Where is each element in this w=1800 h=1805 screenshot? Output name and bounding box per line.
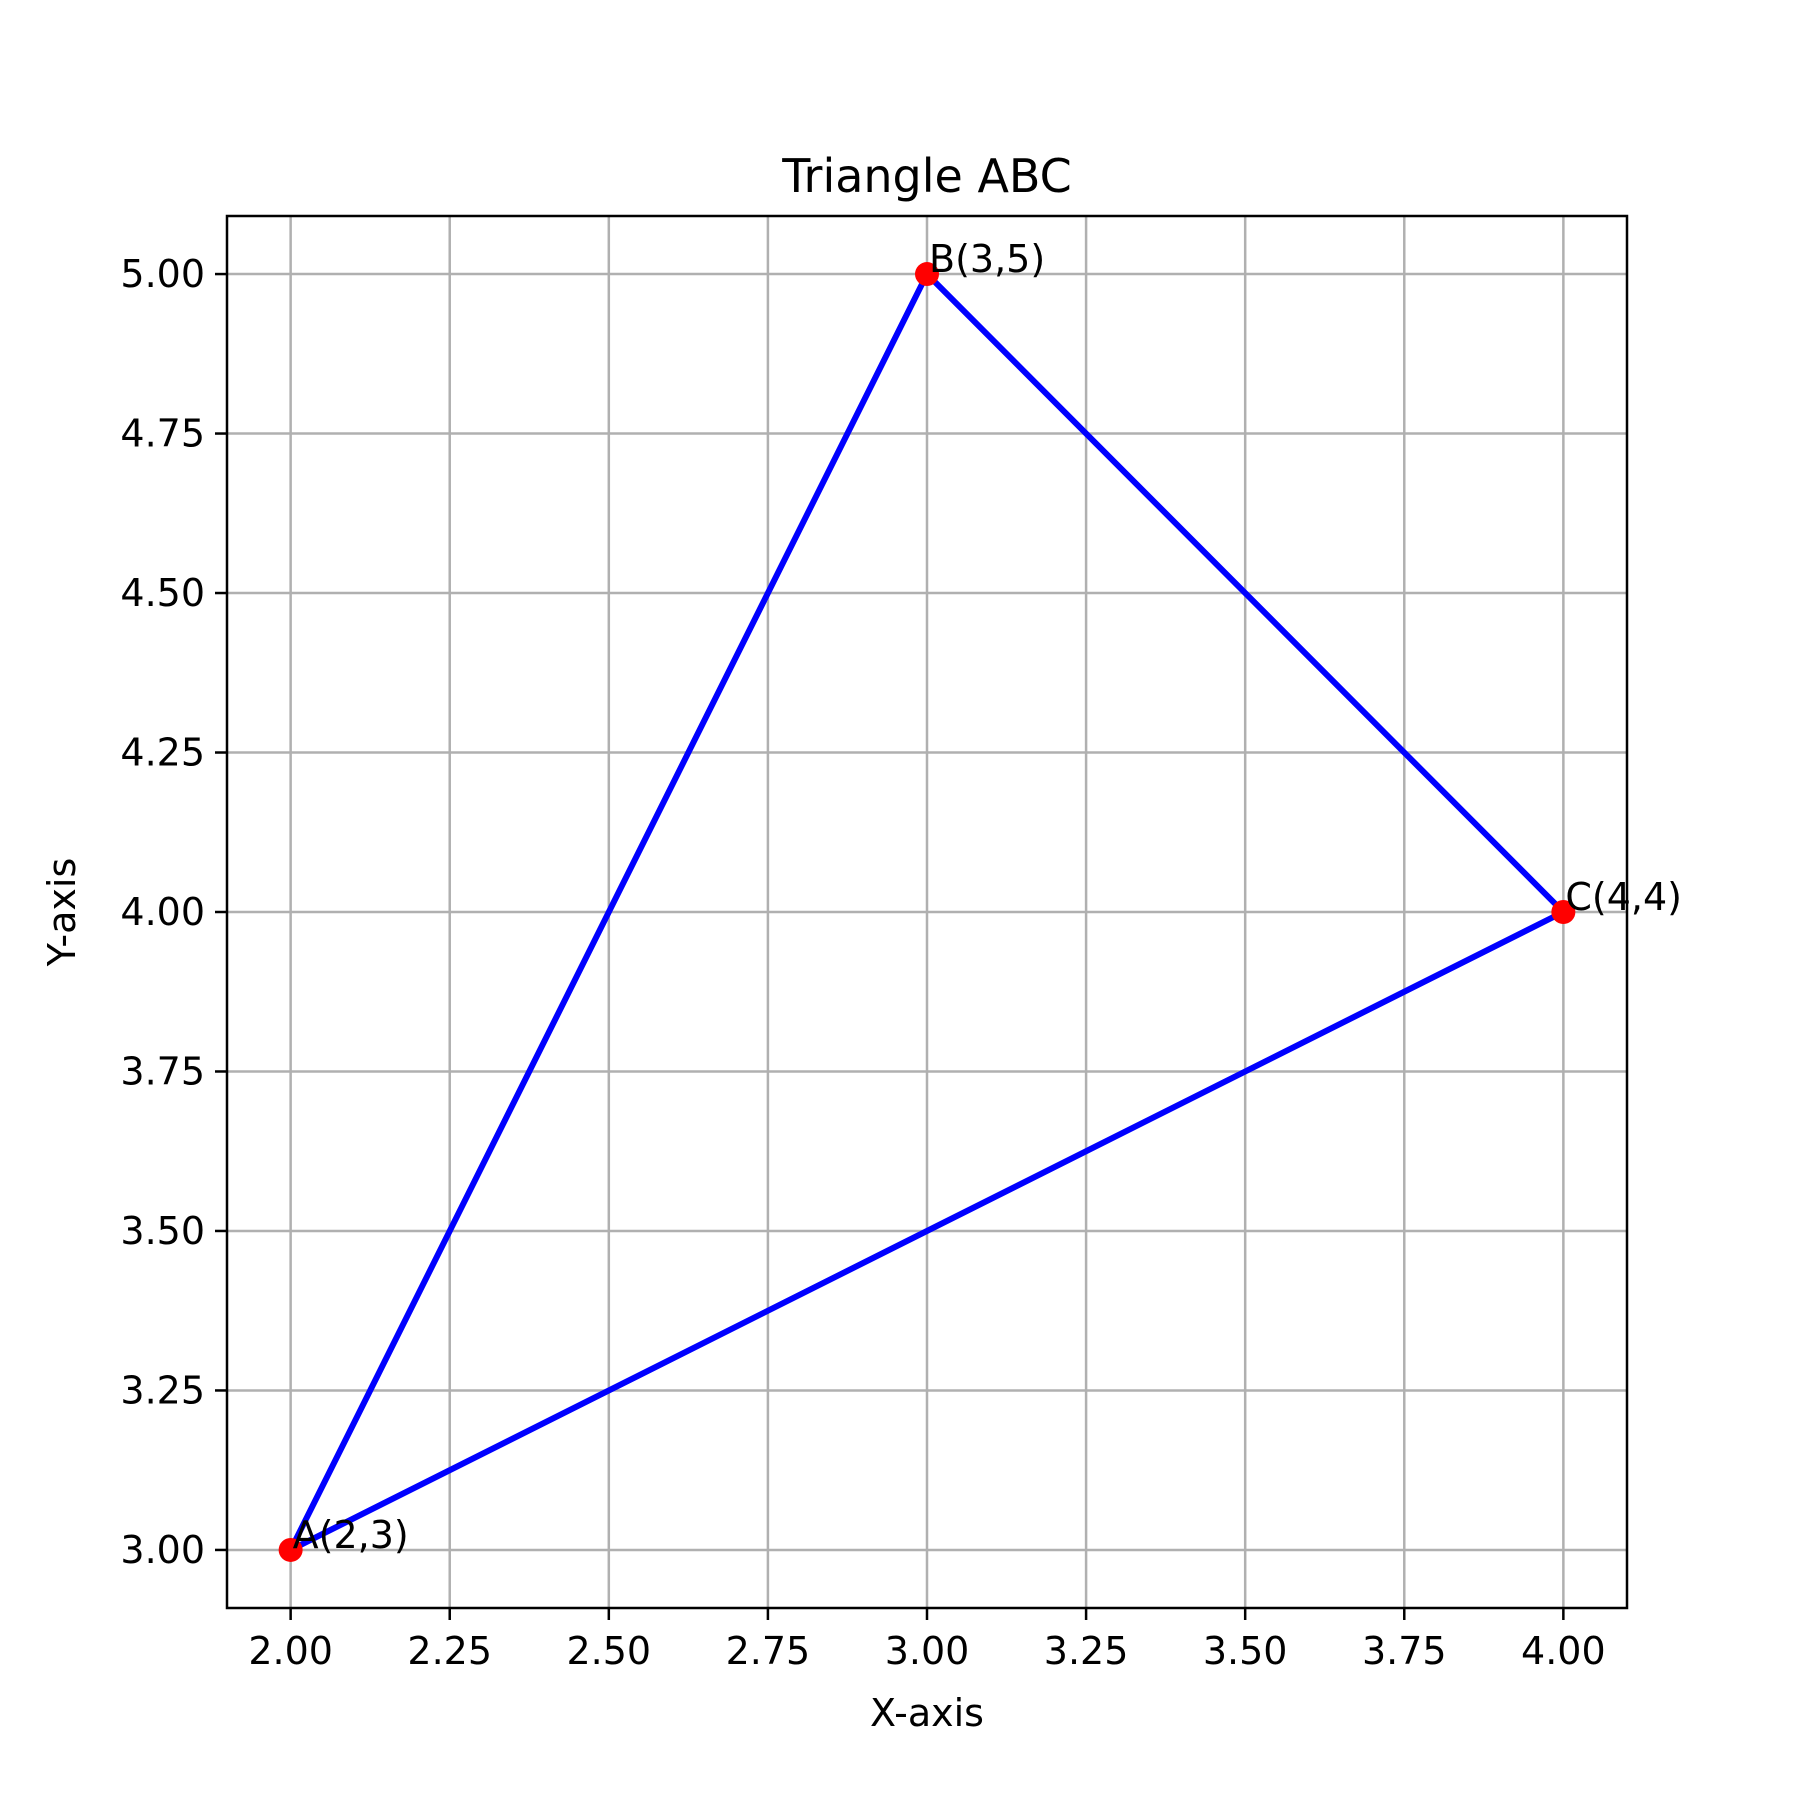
x-tick-label: 2.50 bbox=[567, 1629, 652, 1673]
y-tick-label: 4.75 bbox=[120, 412, 205, 456]
x-tick-label: 3.25 bbox=[1044, 1629, 1129, 1673]
y-tick-label: 3.00 bbox=[120, 1528, 205, 1572]
x-tick-label: 3.50 bbox=[1203, 1629, 1288, 1673]
y-tick-label: 5.00 bbox=[120, 252, 205, 296]
axis-ticks: 2.00 2.25 2.50 2.75 3.00 3.25 3.50 3.75 4.00 3.00… bbox=[120, 252, 1605, 1673]
triangle-edge bbox=[924, 271, 1567, 915]
x-tick-label: 2.75 bbox=[726, 1629, 811, 1673]
vertex-point bbox=[1551, 900, 1576, 924]
vertex-label: A(2,3) bbox=[293, 1513, 409, 1557]
triangle-edges bbox=[287, 271, 1567, 1553]
triangle-edge bbox=[287, 909, 1567, 1553]
x-tick-label: 3.00 bbox=[885, 1629, 970, 1673]
x-tick-label: 4.00 bbox=[1521, 1629, 1606, 1673]
y-tick-label: 3.25 bbox=[120, 1368, 205, 1412]
triangle-edge bbox=[287, 271, 930, 1553]
y-tick-label: 4.50 bbox=[120, 571, 205, 615]
y-tick-label: 4.00 bbox=[120, 890, 205, 934]
y-tick-label: 3.50 bbox=[120, 1209, 205, 1253]
x-tick-label: 3.75 bbox=[1362, 1629, 1447, 1673]
vertex-label: B(3,5) bbox=[929, 237, 1045, 281]
y-axis-label: Y-axis bbox=[40, 858, 84, 968]
x-axis-label: X-axis bbox=[870, 1691, 984, 1735]
vertex-point bbox=[915, 262, 939, 287]
chart-title: Triangle ABC bbox=[781, 149, 1072, 203]
vertex-point bbox=[278, 1537, 303, 1562]
y-tick-label: 4.25 bbox=[120, 731, 205, 775]
x-tick-label: 2.00 bbox=[248, 1629, 333, 1673]
x-tick-label: 2.25 bbox=[407, 1629, 492, 1673]
grid bbox=[227, 216, 1627, 1608]
vertex-label: C(4,4) bbox=[1565, 875, 1682, 919]
y-tick-label: 3.75 bbox=[120, 1049, 205, 1093]
vertex-points: A(2,3) B(3,5) C(4,4) bbox=[278, 237, 1682, 1562]
